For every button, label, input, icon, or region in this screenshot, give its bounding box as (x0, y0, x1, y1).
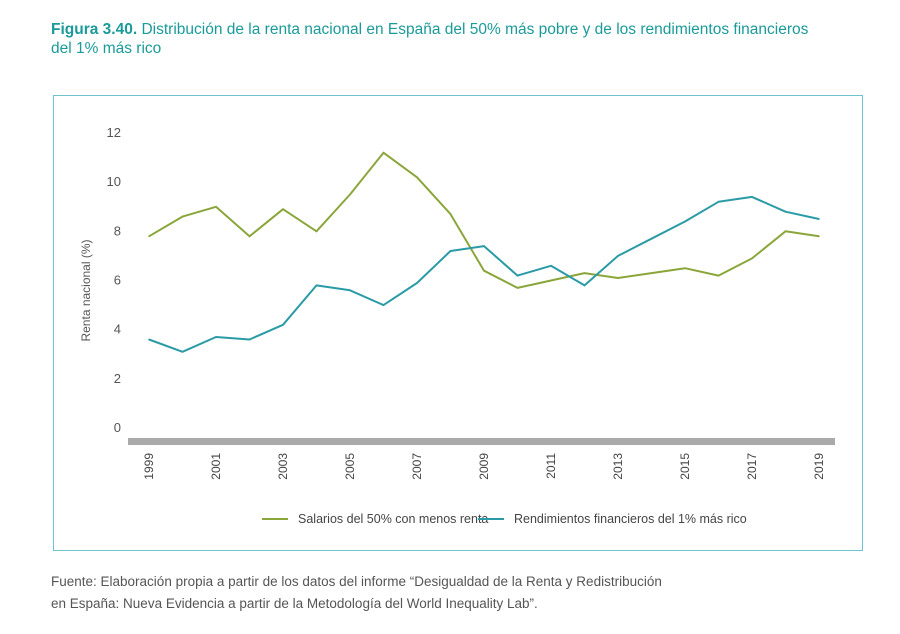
source-line-1: Fuente: Elaboración propia a partir de l… (51, 574, 662, 589)
series-1-point (282, 208, 284, 211)
x-tick-label: 2005 (343, 453, 357, 480)
y-axis-label: Renta nacional (%) (79, 239, 93, 341)
series-2-point (349, 289, 351, 292)
series-2-point (650, 237, 653, 240)
series-2-point (215, 336, 217, 338)
figure-title-text: Distribución de la renta nacional en Esp… (51, 21, 809, 57)
series-1-point (550, 279, 552, 282)
figure-title: Figura 3.40. Distribución de la renta na… (51, 20, 811, 58)
series-2-point (617, 255, 619, 257)
series-1-point (416, 176, 418, 179)
x-tick-label: 2003 (276, 453, 290, 480)
source-note: Fuente: Elaboración propia a partir de l… (51, 571, 851, 615)
y-tick-label: 10 (107, 174, 121, 189)
series-1-point (248, 235, 251, 238)
series-line-1 (148, 151, 820, 289)
x-axis-bar (128, 438, 835, 445)
y-tick-label: 8 (114, 223, 121, 238)
series-2-point (382, 304, 385, 306)
series-1-point (751, 257, 753, 260)
series-2-point (416, 282, 418, 284)
series-2-point (449, 250, 452, 252)
series-1-point (583, 272, 586, 274)
series-2-point (282, 323, 284, 326)
series-2-point (148, 338, 150, 341)
series-1-point (483, 269, 485, 272)
figure-label: Figura 3.40. (51, 21, 138, 38)
series-2-point (784, 210, 787, 213)
y-tick-label: 0 (114, 420, 121, 435)
y-tick-label: 4 (114, 322, 121, 337)
source-line-2: en España: Nueva Evidencia a partir de l… (51, 596, 538, 611)
series-2-point (550, 264, 552, 267)
x-tick-label: 2019 (812, 453, 826, 480)
series-1-point (449, 213, 452, 215)
series-1-point (650, 272, 653, 274)
x-tick-label: 2011 (544, 453, 558, 479)
series-1-point (684, 267, 686, 270)
series-2-point (583, 284, 586, 287)
series-1-point (181, 215, 184, 218)
y-tick-label: 6 (114, 273, 121, 288)
series-1-point (717, 274, 720, 277)
y-tick-label: 12 (107, 125, 121, 140)
chart-frame: 0 2 4 6 8 10 12 Renta nacional (%) 1999 2001 2003 2… (53, 95, 863, 551)
series-1-point (784, 230, 787, 233)
series-2-point (818, 218, 820, 220)
series-1-point (215, 205, 217, 208)
series-1-point (382, 151, 385, 154)
series-2-point (315, 284, 318, 287)
series-2-point (483, 245, 485, 247)
series-2-point (181, 350, 184, 353)
x-tick-label: 1999 (142, 453, 156, 480)
y-tick-label: 2 (114, 371, 121, 386)
series-2-point (248, 338, 251, 341)
series-1-point (818, 235, 820, 238)
series-2-point (516, 274, 519, 277)
x-tick-label: 2013 (611, 453, 625, 480)
series-1-point (617, 277, 619, 279)
line-chart: 0 2 4 6 8 10 12 Renta nacional (%) 1999 2001 2003 2… (79, 125, 835, 526)
x-tick-label: 2007 (410, 453, 424, 480)
legend-label-2: Rendimientos financieros del 1% más rico (514, 512, 747, 526)
series-2-point (717, 201, 720, 203)
series-1-point (315, 230, 318, 233)
x-tick-label: 2001 (209, 453, 223, 480)
legend-label-1: Salarios del 50% con menos renta (298, 512, 488, 526)
series-line-2 (148, 195, 820, 353)
series-2-point (751, 196, 753, 198)
x-tick-label: 2015 (678, 453, 692, 480)
series-2-point (684, 220, 686, 223)
x-tick-label: 2017 (745, 453, 759, 480)
series-1-point (349, 193, 351, 196)
series-1-point (148, 235, 150, 238)
series-1-point (516, 287, 519, 289)
x-tick-label: 2009 (477, 453, 491, 480)
